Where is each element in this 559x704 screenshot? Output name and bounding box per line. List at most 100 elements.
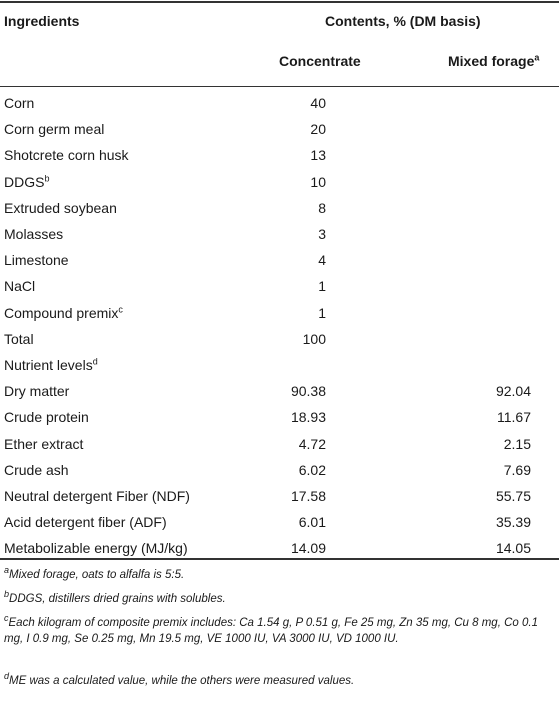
table-row: Compound premixc 1 [0,304,559,330]
row-label: Limestone [4,251,69,269]
row-label: Shotcrete corn husk [4,146,129,164]
row-label: Molasses [4,225,63,243]
footnote-mark: b [4,589,10,600]
row-label: Nutrient levelsd [4,356,98,374]
header-concentrate: Concentrate [279,53,361,69]
row-label-text: Shotcrete corn husk [4,147,129,164]
footnote-text: DDGS, distillers dried grains with solub… [9,593,226,605]
footnote-mark: d [4,671,10,682]
header-contents: Contents, % (DM basis) [325,13,481,29]
row-label: Corn [4,94,34,112]
header-mixed-forage-label: Mixed forage [448,53,535,69]
footnote-mark: a [534,52,540,63]
row-label-text: Crude ash [4,461,69,478]
mixed-forage-value: 7.69 [503,461,531,478]
concentrate-value: 4.72 [298,435,326,452]
footnote-text: Mixed forage, oats to alfalfa is 5:5. [9,569,185,581]
row-label-text: NaCl [4,278,36,295]
row-label: Compound premixc [4,304,123,322]
concentrate-value: 17.58 [290,488,326,504]
footnote-mark: c [118,303,123,314]
concentrate-value: 90.38 [290,383,326,400]
footnote: bDDGS, distillers dried grains with solu… [4,589,556,607]
footnote-text: Each kilogram of composite premix includ… [4,617,538,645]
table-row: Ether extract 4.72 2.15 [0,435,559,461]
table-header-rule [0,86,559,87]
concentrate-value: 1 [318,304,326,321]
mixed-forage-value: 35.39 [495,514,531,531]
row-label-text: Crude protein [4,409,89,426]
table-row: DDGSb 10 [0,173,559,199]
row-label: Neutral detergent Fiber (NDF) [4,487,190,505]
row-label-text: Acid detergent fiber (ADF) [4,514,167,531]
footnote: aMixed forage, oats to alfalfa is 5:5. [4,565,556,583]
mixed-forage-value: 55.75 [495,488,531,504]
table-row: Crude ash 6.02 7.69 [0,461,559,487]
row-label-text: Nutrient levels [4,357,93,373]
table-row: Crude protein 18.93 11.67 [0,408,559,434]
concentrate-value: 8 [318,199,326,216]
table-row: Nutrient levelsd [0,356,559,382]
table-top-rule [0,1,559,3]
table-row: Extruded soybean 8 [0,199,559,225]
row-label-text: DDGS [4,173,45,190]
mixed-forage-value: 14.05 [495,540,531,557]
footnote-mark: a [4,565,10,576]
table-row: NaCl 1 [0,277,559,303]
row-label: Acid detergent fiber (ADF) [4,513,167,531]
row-label: NaCl [4,277,35,295]
row-label-text: Neutral detergent Fiber (NDF) [4,488,190,504]
row-label-text: Molasses [4,226,64,242]
row-label: Crude ash [4,461,69,479]
table-row: Corn germ meal 20 [0,120,559,146]
concentrate-value: 40 [310,95,326,111]
concentrate-value: 14.09 [290,540,326,557]
concentrate-value: 6.01 [298,514,326,531]
row-label-text: Limestone [4,252,69,269]
row-label-text: Ether extract [4,435,84,452]
row-label: Metabolizable energy (MJ/kg) [4,539,188,557]
concentrate-value: 13 [310,147,326,164]
footnote-mark: b [44,172,50,183]
concentrate-value: 3 [318,226,326,242]
row-label: Crude protein [4,408,89,426]
concentrate-value: 4 [318,252,326,269]
footnote-mark: c [4,613,9,624]
table-row: Shotcrete corn husk 13 [0,146,559,172]
header-ingredients: Ingredients [4,13,80,29]
header-mixed-forage: Mixed foragea [448,52,539,70]
footnote-mark: d [92,356,98,367]
concentrate-value: 18.93 [290,409,326,426]
table-row: Corn 40 [0,94,559,120]
concentrate-value: 20 [310,121,326,138]
row-label-text: Metabolizable energy (MJ/kg) [4,540,188,557]
table-bottom-rule [0,558,559,560]
footnote-text: ME was a calculated value, while the oth… [9,675,355,687]
row-label-text: Extruded soybean [4,199,117,216]
row-label-text: Compound premix [4,304,119,321]
table-row: Acid detergent fiber (ADF) 6.01 35.39 [0,513,559,539]
table-row: Molasses 3 [0,225,559,251]
footnote: cEach kilogram of composite premix inclu… [4,613,556,647]
row-label-text: Corn germ meal [4,121,105,138]
row-label-text: Dry matter [4,383,70,400]
row-label-text: Corn [4,95,35,111]
table-row: Total 100 [0,330,559,356]
concentrate-value: 100 [302,330,326,347]
table-row: Limestone 4 [0,251,559,277]
row-label: Corn germ meal [4,120,104,138]
concentrate-value: 1 [318,278,326,295]
table-row: Metabolizable energy (MJ/kg) 14.09 14.05 [0,539,559,565]
concentrate-value: 10 [310,173,326,190]
concentrate-value: 6.02 [298,461,326,478]
row-label: Extruded soybean [4,199,117,217]
row-label: Dry matter [4,382,69,400]
row-label-text: Total [4,330,34,347]
mixed-forage-value: 92.04 [495,383,531,400]
mixed-forage-value: 11.67 [497,409,531,426]
table-row: Neutral detergent Fiber (NDF) 17.58 55.75 [0,487,559,513]
row-label: Total [4,330,34,348]
footnote: dME was a calculated value, while the ot… [4,671,556,689]
table-row: Dry matter 90.38 92.04 [0,382,559,408]
row-label: DDGSb [4,173,49,191]
